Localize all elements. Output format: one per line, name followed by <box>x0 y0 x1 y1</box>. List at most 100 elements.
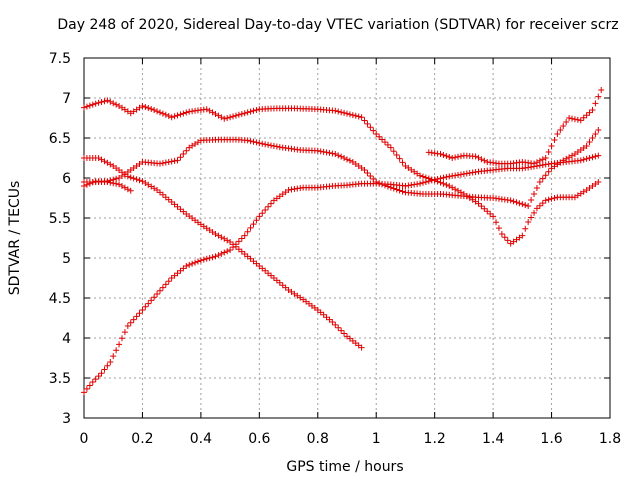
data-point <box>104 362 111 369</box>
data-point <box>381 139 388 146</box>
data-point <box>455 153 462 160</box>
data-point <box>335 152 342 159</box>
data-point <box>417 172 424 179</box>
data-point <box>443 181 450 188</box>
data-point <box>344 156 350 163</box>
data-point <box>276 144 283 151</box>
x-tick-label: 0.4 <box>190 431 212 447</box>
data-points <box>81 87 605 396</box>
data-point <box>183 147 190 154</box>
data-point <box>244 109 251 116</box>
data-point <box>595 179 602 185</box>
data-point <box>230 244 237 251</box>
data-point <box>320 148 327 155</box>
data-point <box>545 168 552 175</box>
data-point <box>557 127 564 133</box>
data-point <box>159 110 166 117</box>
data-point <box>227 247 234 253</box>
data-point <box>449 155 456 161</box>
data-point <box>171 113 178 120</box>
data-point <box>218 250 225 257</box>
data-point <box>396 155 403 162</box>
data-point <box>221 115 228 122</box>
data-point <box>422 179 429 185</box>
series-sat-a <box>81 97 602 247</box>
data-point <box>542 197 549 204</box>
data-point <box>446 154 453 160</box>
data-point <box>539 156 546 163</box>
data-point <box>89 379 96 385</box>
data-point <box>566 115 573 121</box>
data-point <box>487 210 494 217</box>
data-point <box>329 150 336 157</box>
data-point <box>361 117 368 124</box>
data-point <box>259 140 266 147</box>
data-point <box>186 261 193 268</box>
data-point <box>589 107 596 113</box>
data-point <box>437 175 444 182</box>
data-point <box>209 254 216 261</box>
data-point <box>589 135 596 141</box>
data-point <box>338 153 345 160</box>
data-point <box>256 213 263 220</box>
data-point <box>419 173 426 180</box>
data-point <box>86 102 93 109</box>
data-point <box>434 175 441 182</box>
data-point <box>98 370 105 377</box>
data-point <box>437 151 444 157</box>
data-point <box>168 158 175 165</box>
data-point <box>396 187 403 194</box>
data-point <box>159 284 166 291</box>
data-point <box>341 330 348 337</box>
y-tick-label: 3 <box>62 411 71 427</box>
data-point <box>253 107 260 113</box>
data-point <box>364 120 371 127</box>
data-point <box>130 316 137 323</box>
data-point <box>481 205 488 212</box>
data-point <box>148 106 155 112</box>
data-point <box>180 151 187 157</box>
data-point <box>238 111 245 117</box>
data-point <box>162 111 169 118</box>
data-point <box>221 249 228 256</box>
data-point <box>256 140 263 147</box>
data-point <box>548 143 555 149</box>
data-point <box>589 154 596 161</box>
data-point <box>180 110 187 117</box>
data-point <box>516 200 523 207</box>
data-point <box>417 180 424 187</box>
data-point <box>235 238 242 245</box>
data-point <box>341 155 348 161</box>
data-point <box>227 114 234 121</box>
data-point <box>145 105 152 111</box>
data-point <box>528 197 535 203</box>
data-point <box>341 109 348 116</box>
series-sat-d <box>81 152 602 396</box>
data-point <box>504 237 511 244</box>
data-point <box>174 157 181 164</box>
y-tick-label: 5 <box>62 251 71 267</box>
data-point <box>525 219 532 225</box>
data-point <box>533 205 540 212</box>
y-tick-label: 7 <box>62 91 71 107</box>
data-point <box>247 138 254 145</box>
data-point <box>200 256 207 263</box>
data-point <box>165 159 172 165</box>
series-sat-e <box>81 179 134 194</box>
data-point <box>241 110 248 117</box>
y-tick-label: 4 <box>62 331 71 347</box>
data-point <box>384 141 391 148</box>
data-point <box>545 196 552 203</box>
data-point <box>329 319 336 325</box>
data-point <box>212 253 219 260</box>
data-point <box>192 259 199 266</box>
data-point <box>519 232 526 239</box>
data-point <box>244 228 251 235</box>
data-point <box>338 327 345 334</box>
data-point <box>551 195 558 201</box>
data-point <box>431 176 438 183</box>
data-point <box>332 321 339 328</box>
data-point <box>130 175 137 182</box>
data-point <box>142 104 149 110</box>
